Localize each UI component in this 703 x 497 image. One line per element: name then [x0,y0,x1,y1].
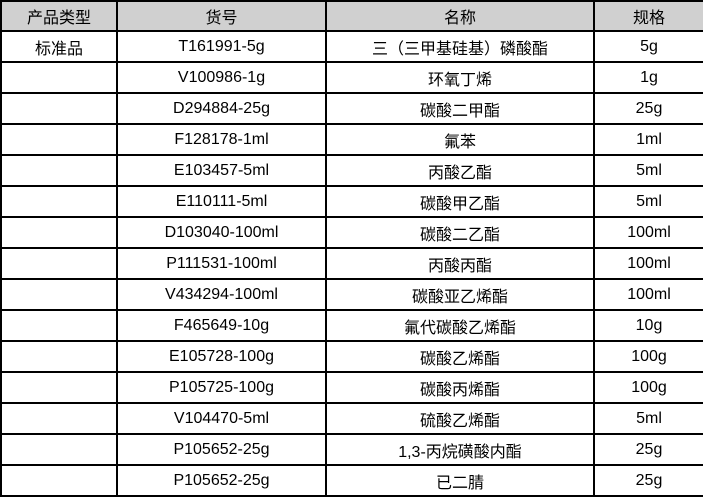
table-row: P105725-100g 碳酸丙烯酯 100g [0,371,703,404]
cell-item-number: V100986-1g [116,61,327,94]
cell-product-type [0,402,118,435]
table-row: P111531-100ml 丙酸丙酯 100ml [0,247,703,280]
cell-name: 碳酸二甲酯 [325,92,595,125]
cell-item-number: E105728-100g [116,340,327,373]
cell-name: 碳酸甲乙酯 [325,185,595,218]
column-header-item-number: 货号 [116,0,327,32]
cell-spec: 10g [593,309,703,342]
column-header-spec: 规格 [593,0,703,32]
cell-item-number: E110111-5ml [116,185,327,218]
cell-name: 硫酸乙烯酯 [325,402,595,435]
cell-product-type [0,278,118,311]
cell-item-number: F465649-10g [116,309,327,342]
cell-item-number: E103457-5ml [116,154,327,187]
table-row: P105652-25g 1,3-丙烷磺酸内酯 25g [0,433,703,466]
cell-name: 已二腈 [325,464,595,497]
cell-item-number: T161991-5g [116,30,327,63]
column-header-product-type: 产品类型 [0,0,118,32]
cell-item-number: V434294-100ml [116,278,327,311]
cell-spec: 100ml [593,216,703,249]
cell-product-type [0,309,118,342]
cell-name: 丙酸乙酯 [325,154,595,187]
cell-product-type [0,464,118,497]
cell-spec: 1g [593,61,703,94]
cell-product-type [0,123,118,156]
header-row: 产品类型 货号 名称 规格 [0,0,703,32]
cell-name: 碳酸二乙酯 [325,216,595,249]
table-row: E105728-100g 碳酸乙烯酯 100g [0,340,703,373]
cell-item-number: P105652-25g [116,464,327,497]
cell-name: 环氧丁烯 [325,61,595,94]
column-header-name: 名称 [325,0,595,32]
cell-product-type [0,247,118,280]
cell-spec: 5ml [593,402,703,435]
cell-spec: 25g [593,433,703,466]
cell-item-number: D294884-25g [116,92,327,125]
cell-product-type: 标准品 [0,30,118,63]
cell-name: 碳酸丙烯酯 [325,371,595,404]
cell-spec: 100ml [593,278,703,311]
cell-item-number: P111531-100ml [116,247,327,280]
cell-product-type [0,216,118,249]
cell-item-number: P105725-100g [116,371,327,404]
cell-spec: 100ml [593,247,703,280]
table-row: E110111-5ml 碳酸甲乙酯 5ml [0,185,703,218]
table-row: D103040-100ml 碳酸二乙酯 100ml [0,216,703,249]
cell-name: 碳酸乙烯酯 [325,340,595,373]
table-row: 标准品 T161991-5g 三（三甲基硅基）磷酸酯 5g [0,30,703,63]
cell-spec: 1ml [593,123,703,156]
cell-name: 氟代碳酸乙烯酯 [325,309,595,342]
cell-spec: 25g [593,464,703,497]
table-row: F128178-1ml 氟苯 1ml [0,123,703,156]
cell-name: 碳酸亚乙烯酯 [325,278,595,311]
table-row: D294884-25g 碳酸二甲酯 25g [0,92,703,125]
cell-item-number: D103040-100ml [116,216,327,249]
cell-product-type [0,371,118,404]
cell-product-type [0,92,118,125]
cell-name: 丙酸丙酯 [325,247,595,280]
cell-product-type [0,433,118,466]
cell-item-number: F128178-1ml [116,123,327,156]
table-row: F465649-10g 氟代碳酸乙烯酯 10g [0,309,703,342]
cell-spec: 5g [593,30,703,63]
cell-name: 氟苯 [325,123,595,156]
cell-product-type [0,154,118,187]
table-row: P105652-25g 已二腈 25g [0,464,703,497]
cell-product-type [0,340,118,373]
cell-spec: 5ml [593,154,703,187]
table-row: V104470-5ml 硫酸乙烯酯 5ml [0,402,703,435]
cell-name: 三（三甲基硅基）磷酸酯 [325,30,595,63]
cell-product-type [0,185,118,218]
cell-item-number: V104470-5ml [116,402,327,435]
table-row: V434294-100ml 碳酸亚乙烯酯 100ml [0,278,703,311]
cell-spec: 100g [593,340,703,373]
cell-spec: 25g [593,92,703,125]
cell-product-type [0,61,118,94]
table-row: V100986-1g 环氧丁烯 1g [0,61,703,94]
cell-spec: 100g [593,371,703,404]
cell-item-number: P105652-25g [116,433,327,466]
table-row: E103457-5ml 丙酸乙酯 5ml [0,154,703,187]
cell-spec: 5ml [593,185,703,218]
cell-name: 1,3-丙烷磺酸内酯 [325,433,595,466]
